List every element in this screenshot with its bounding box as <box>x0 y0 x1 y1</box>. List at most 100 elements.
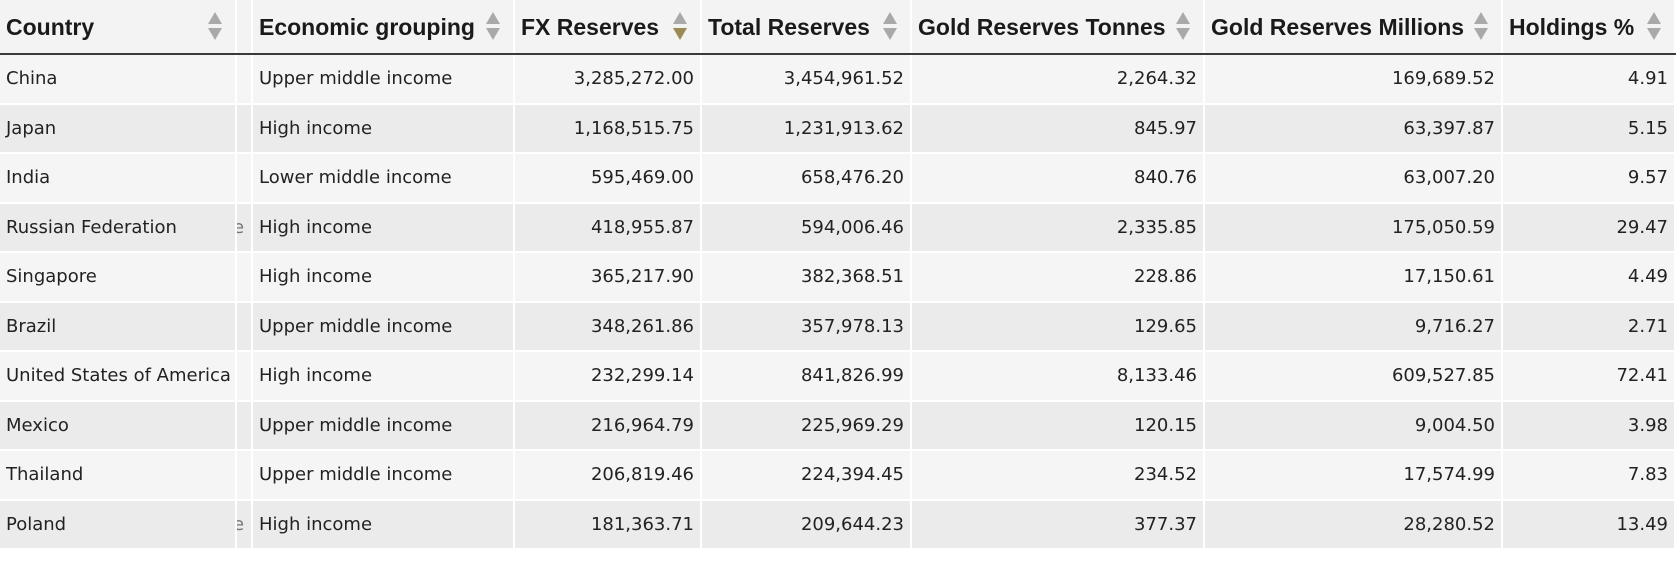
sort-arrows-icon[interactable] <box>1473 10 1489 44</box>
cell-gold-reserves-millions: 175,050.59 <box>1204 202 1503 253</box>
cell-total-reserves: 658,476.20 <box>701 153 912 204</box>
sort-arrows-icon[interactable] <box>1646 10 1662 44</box>
cell-country: Mexico <box>0 400 237 451</box>
cell-economic-grouping: High income <box>252 351 515 402</box>
column-header-label: Gold Reserves Tonnes <box>918 13 1166 40</box>
cell-holdings-percent: 2.71 <box>1502 301 1676 352</box>
cell-country: Singapore <box>0 252 237 303</box>
cell-economic-grouping: Upper middle income <box>252 301 515 352</box>
table-row[interactable]: Russian FederationeHigh income418,955.87… <box>0 202 1676 253</box>
table-row[interactable]: Mexico Upper middle income 216,964.79 225,9… <box>0 400 1676 451</box>
cell-total-reserves: 209,644.23 <box>701 499 912 550</box>
cell-holdings-percent: 72.41 <box>1502 351 1676 402</box>
cell-overflow-fragment <box>235 400 253 451</box>
cell-economic-grouping: Upper middle income <box>252 400 515 451</box>
cell-country: Poland <box>0 499 237 550</box>
column-header-gold-reserves-millions[interactable]: Gold Reserves Millions <box>1204 0 1503 55</box>
cell-country: United States of America <box>0 351 237 402</box>
cell-gold-reserves-tonnes: 845.97 <box>911 103 1205 154</box>
cell-fx-reserves: 3,285,272.00 <box>514 54 702 105</box>
cell-overflow-fragment <box>235 301 253 352</box>
cell-overflow-fragment <box>235 54 253 105</box>
cell-holdings-percent: 7.83 <box>1502 450 1676 501</box>
sort-descending-icon[interactable] <box>672 10 688 44</box>
column-header-label: FX Reserves <box>521 13 660 40</box>
column-header-gold-reserves-tonnes[interactable]: Gold Reserves Tonnes <box>911 0 1205 55</box>
cell-country: India <box>0 153 237 204</box>
column-header-label: Holdings % <box>1509 13 1635 40</box>
table-row[interactable]: Thailand Upper middle income 206,819.46 224… <box>0 450 1676 501</box>
cell-gold-reserves-millions: 63,007.20 <box>1204 153 1503 204</box>
cell-gold-reserves-millions: 169,689.52 <box>1204 54 1503 105</box>
cell-fx-reserves: 595,469.00 <box>514 153 702 204</box>
column-header-spacer <box>235 0 253 55</box>
cell-gold-reserves-tonnes: 234.52 <box>911 450 1205 501</box>
cell-country: Japan <box>0 103 237 154</box>
sort-arrows-icon[interactable] <box>882 10 898 44</box>
cell-fx-reserves: 232,299.14 <box>514 351 702 402</box>
cell-overflow-fragment: e <box>235 202 253 253</box>
cell-country: Brazil <box>0 301 237 352</box>
column-header-label: Gold Reserves Millions <box>1211 13 1465 40</box>
cell-gold-reserves-tonnes: 2,335.85 <box>911 202 1205 253</box>
cell-gold-reserves-millions: 9,716.27 <box>1204 301 1503 352</box>
cell-total-reserves: 225,969.29 <box>701 400 912 451</box>
cell-economic-grouping: Lower middle income <box>252 153 515 204</box>
cell-holdings-percent: 9.57 <box>1502 153 1676 204</box>
table-row[interactable]: India Lower middle income 595,469.00 658,47… <box>0 153 1676 204</box>
cell-total-reserves: 357,978.13 <box>701 301 912 352</box>
cell-economic-grouping: High income <box>252 103 515 154</box>
cell-country: Russian Federation <box>0 202 237 253</box>
cell-total-reserves: 594,006.46 <box>701 202 912 253</box>
cell-total-reserves: 3,454,961.52 <box>701 54 912 105</box>
cell-holdings-percent: 13.49 <box>1502 499 1676 550</box>
table-row[interactable]: Brazil Upper middle income 348,261.86 357,9… <box>0 301 1676 352</box>
cell-overflow-fragment: e <box>235 499 253 550</box>
cell-gold-reserves-tonnes: 120.15 <box>911 400 1205 451</box>
column-header-total-reserves[interactable]: Total Reserves <box>701 0 912 55</box>
cell-economic-grouping: High income <box>252 499 515 550</box>
cell-economic-grouping: High income <box>252 252 515 303</box>
cell-holdings-percent: 5.15 <box>1502 103 1676 154</box>
table-row[interactable]: Singapore High income 365,217.90 382,368.51… <box>0 252 1676 303</box>
cell-country: China <box>0 54 237 105</box>
cell-economic-grouping: High income <box>252 202 515 253</box>
cell-gold-reserves-tonnes: 377.37 <box>911 499 1205 550</box>
cell-gold-reserves-millions: 609,527.85 <box>1204 351 1503 402</box>
cell-gold-reserves-tonnes: 2,264.32 <box>911 54 1205 105</box>
column-header-fx-reserves[interactable]: FX Reserves <box>514 0 702 55</box>
cell-total-reserves: 224,394.45 <box>701 450 912 501</box>
column-header-label: Economic grouping <box>259 13 475 40</box>
cell-fx-reserves: 206,819.46 <box>514 450 702 501</box>
table-row[interactable]: PolandeHigh income181,363.71209,644.2337… <box>0 499 1676 550</box>
cell-gold-reserves-millions: 63,397.87 <box>1204 103 1503 154</box>
table-body: China Upper middle income 3,285,272.00 3,45… <box>0 54 1676 550</box>
sort-arrows-icon[interactable] <box>207 10 223 44</box>
table-row[interactable]: Japan High income 1,168,515.75 1,231,913.62… <box>0 103 1676 154</box>
column-header-economic-grouping[interactable]: Economic grouping <box>252 0 515 55</box>
cell-holdings-percent: 3.98 <box>1502 400 1676 451</box>
table-row[interactable]: United States of America High income 232,2… <box>0 351 1676 402</box>
sort-arrows-icon[interactable] <box>485 10 501 44</box>
cell-fx-reserves: 181,363.71 <box>514 499 702 550</box>
reserves-table: Country Economic grouping FX Reserves To… <box>0 0 1676 550</box>
cell-country: Thailand <box>0 450 237 501</box>
cell-holdings-percent: 4.49 <box>1502 252 1676 303</box>
cell-gold-reserves-millions: 17,574.99 <box>1204 450 1503 501</box>
sort-arrows-icon[interactable] <box>1175 10 1191 44</box>
overflow-text: e <box>238 514 249 535</box>
cell-overflow-fragment <box>235 450 253 501</box>
cell-overflow-fragment <box>235 103 253 154</box>
table-row[interactable]: China Upper middle income 3,285,272.00 3,45… <box>0 54 1676 105</box>
cell-total-reserves: 382,368.51 <box>701 252 912 303</box>
cell-economic-grouping: Upper middle income <box>252 54 515 105</box>
cell-gold-reserves-tonnes: 129.65 <box>911 301 1205 352</box>
column-header-country[interactable]: Country <box>0 0 237 55</box>
cell-overflow-fragment <box>235 153 253 204</box>
cell-gold-reserves-millions: 9,004.50 <box>1204 400 1503 451</box>
cell-total-reserves: 1,231,913.62 <box>701 103 912 154</box>
column-header-holdings-percent[interactable]: Holdings % <box>1502 0 1676 55</box>
cell-gold-reserves-tonnes: 228.86 <box>911 252 1205 303</box>
cell-gold-reserves-tonnes: 840.76 <box>911 153 1205 204</box>
